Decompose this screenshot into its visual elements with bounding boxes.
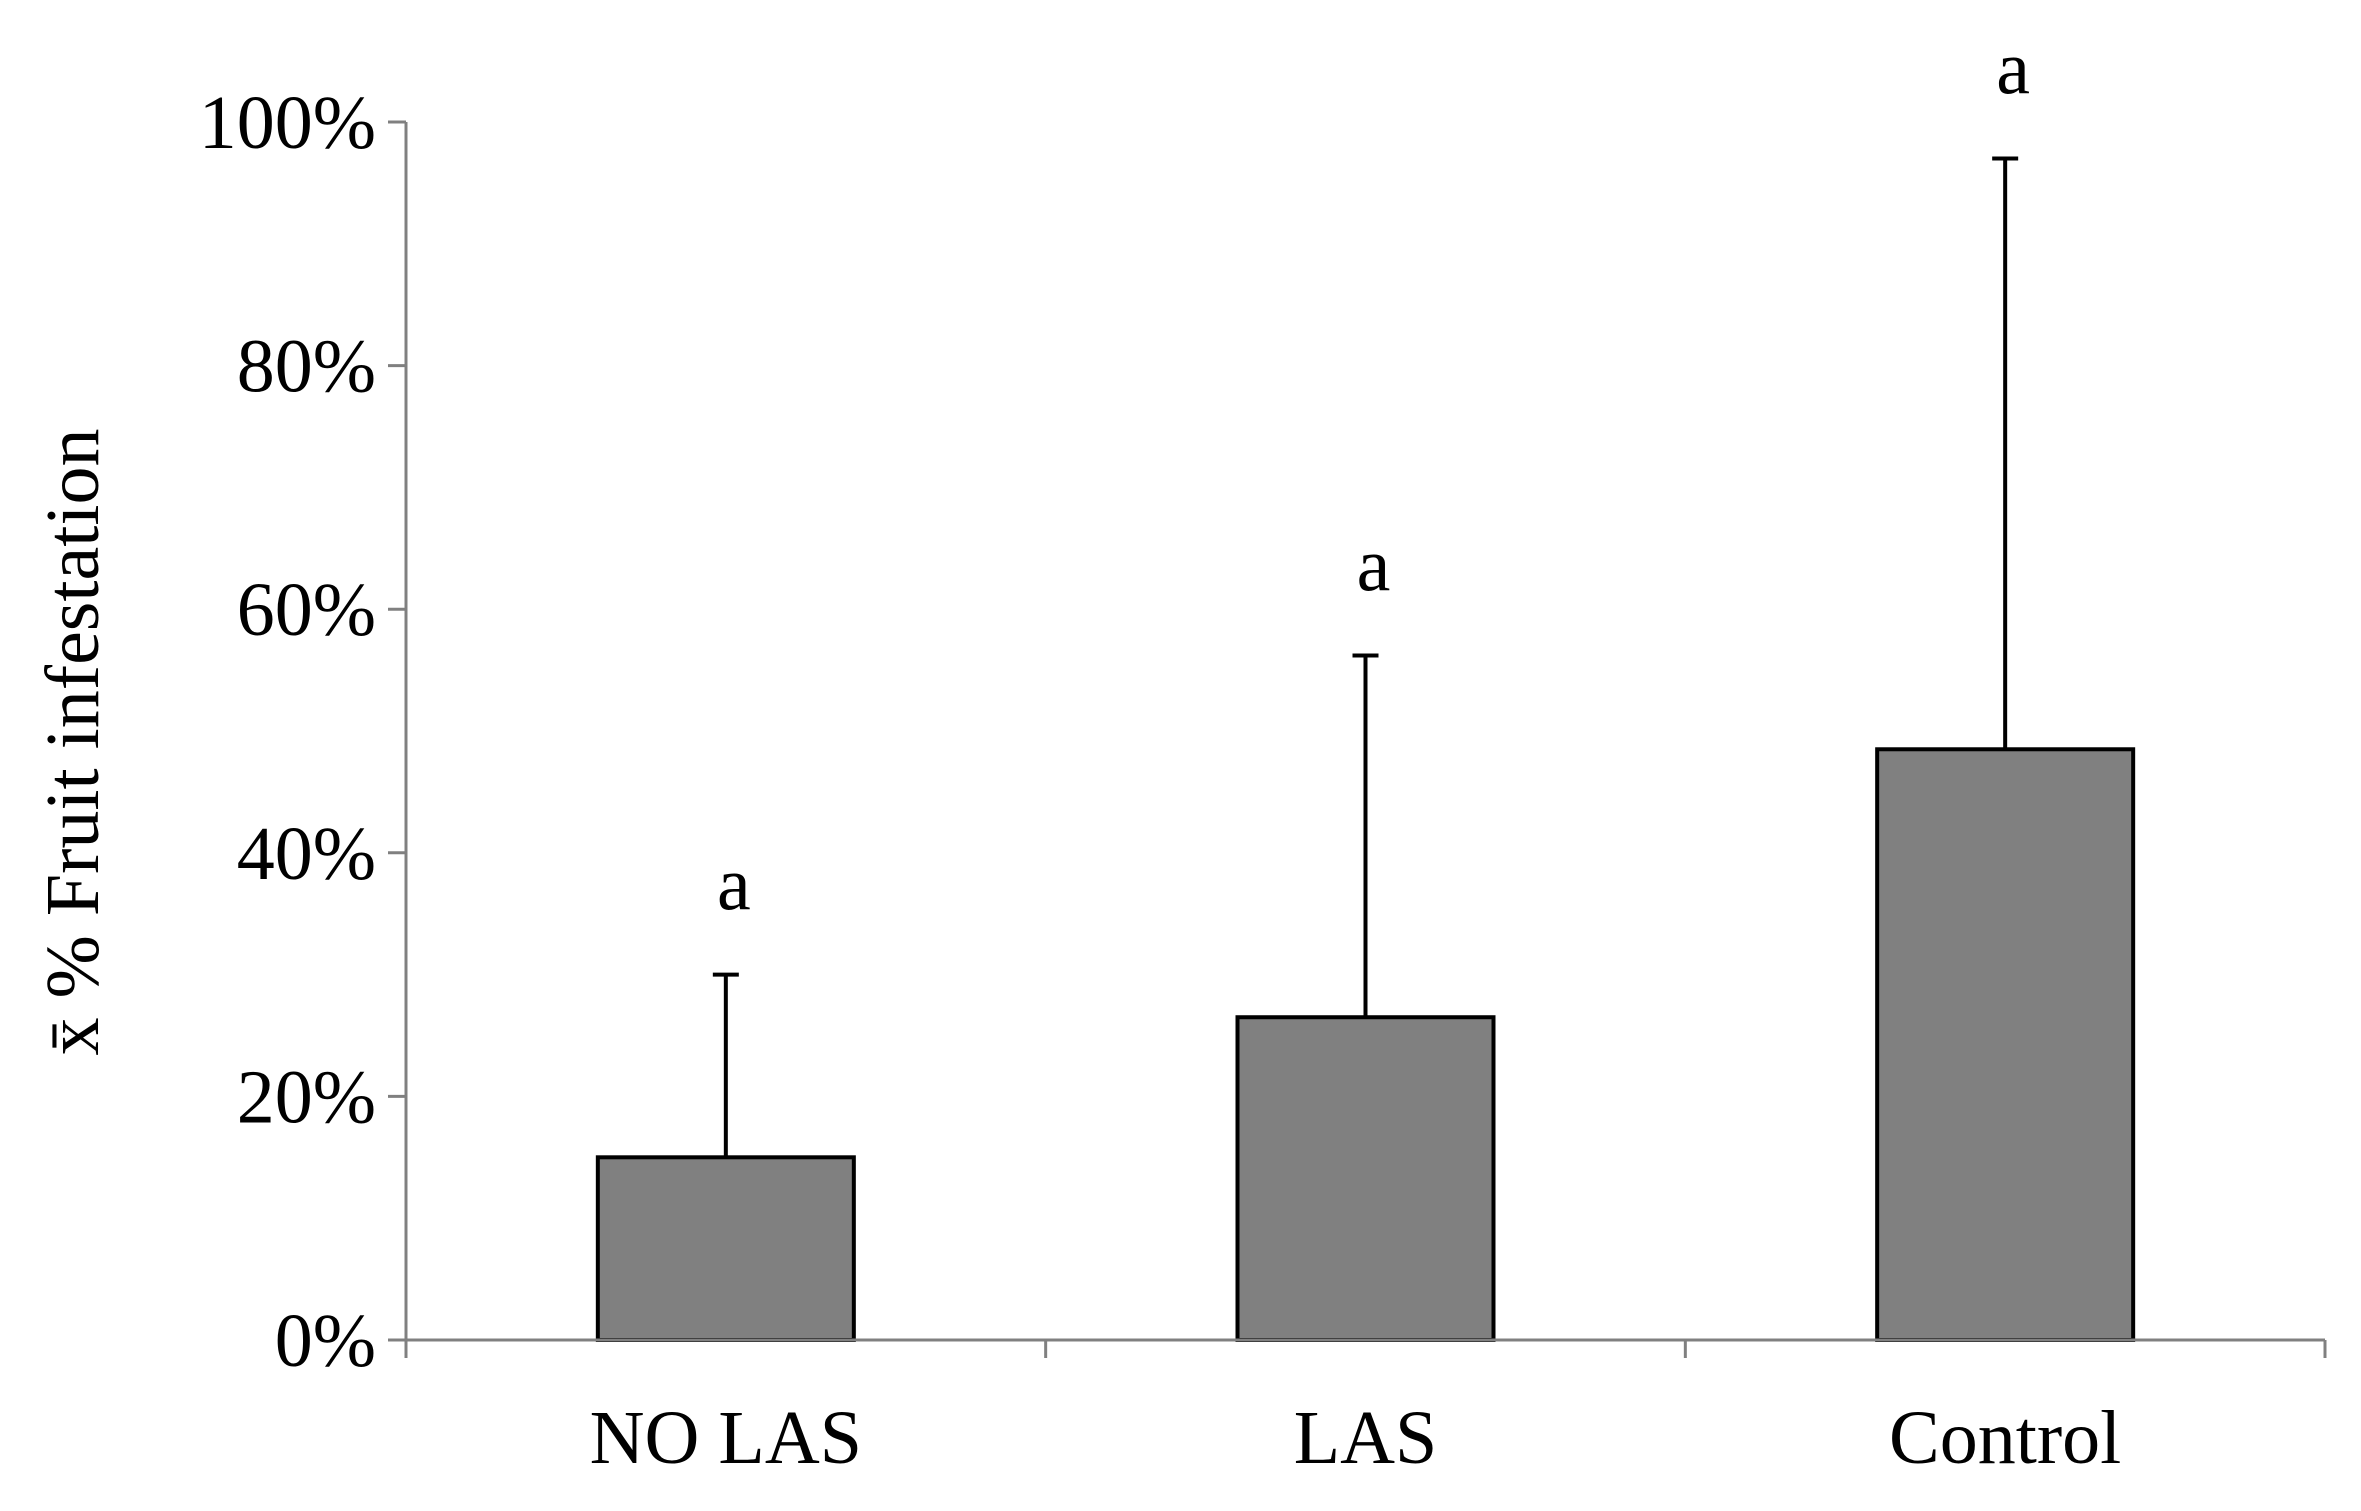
y-tick-label: 0% <box>275 1299 376 1383</box>
y-tick-label: 60% <box>237 568 376 652</box>
x-tick-label: Control <box>1889 1396 2121 1480</box>
y-axis-title: x̄ % Fruit infestation <box>31 429 115 1056</box>
y-tick-label: 20% <box>237 1055 376 1139</box>
y-tick-label: 40% <box>237 812 376 896</box>
significance-letter: a <box>1996 27 2030 111</box>
bar <box>1235 1015 1496 1342</box>
bar <box>1875 747 2136 1342</box>
bar <box>595 1155 856 1343</box>
y-axis-title-group: x̄ % Fruit infestation <box>31 429 115 1056</box>
x-tick-label: NO LAS <box>590 1396 862 1480</box>
x-tick-label: LAS <box>1294 1396 1438 1480</box>
y-tick-label: 80% <box>237 325 376 409</box>
y-tick-label: 100% <box>199 81 376 165</box>
plot-area: 0% 20% 40% 60% 80% 100% a NO LAS a LAS a Control <box>199 27 2327 1480</box>
significance-letter: a <box>1357 523 1391 607</box>
significance-letter: a <box>717 843 751 927</box>
